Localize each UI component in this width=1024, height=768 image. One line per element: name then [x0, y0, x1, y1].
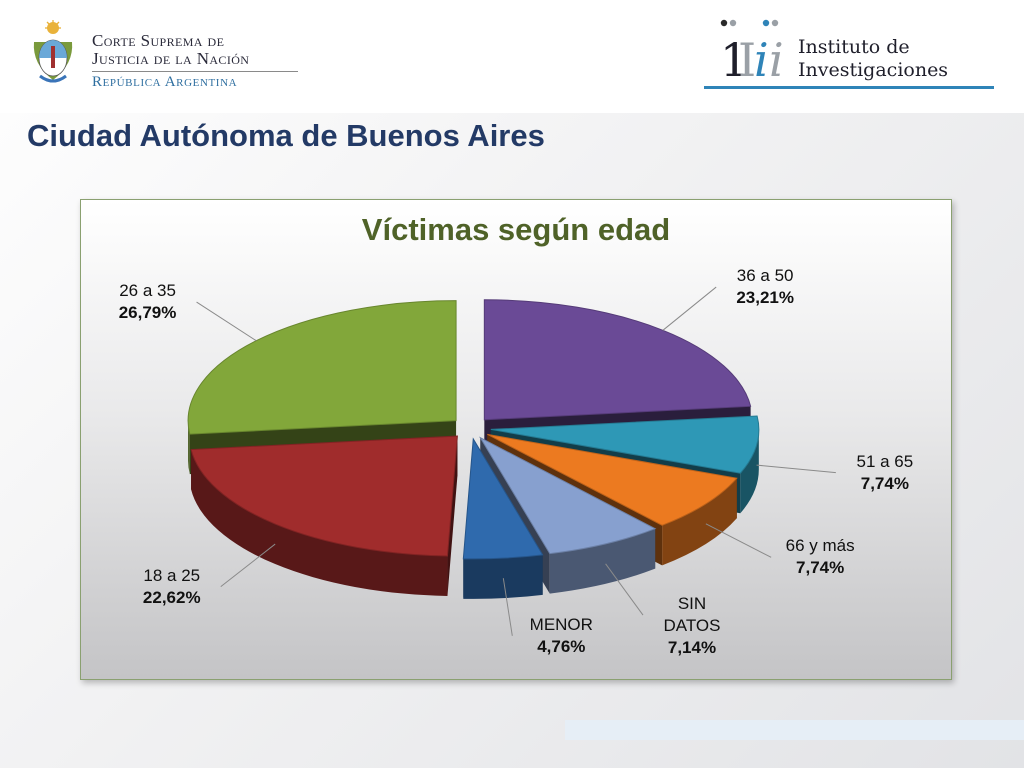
pie-label: MENOR 4,76% [516, 614, 606, 658]
pie-leader-line [605, 563, 644, 616]
pie-label: 36 a 50 23,21% [720, 265, 810, 309]
pie-label-value: 7,74% [796, 558, 845, 578]
pie-label-category: 26 a 35 [119, 281, 176, 301]
court-divider [92, 71, 298, 72]
svg-text:i: i [754, 33, 769, 80]
pie-label: 51 a 65 7,74% [840, 451, 930, 495]
page-title: Ciudad Autónoma de Buenos Aires [27, 118, 545, 153]
pie-label-category: 18 a 25 [143, 565, 201, 585]
chart-panel: Víctimas según edad 36 a 50 23,21% 51 a 65… [80, 199, 952, 680]
institute-name: Instituto de Investigaciones [798, 36, 948, 82]
court-line-2: Justicia de la Nación [92, 49, 250, 68]
pie-leader-line [662, 286, 717, 331]
pie-label-category: MENOR [529, 614, 593, 634]
pie-leader-line [502, 578, 513, 636]
pie-leader-lines [196, 286, 836, 636]
pie-slice [462, 437, 544, 560]
pie-slice [483, 299, 752, 421]
pie-slice [487, 433, 738, 526]
svg-text:I: I [738, 33, 756, 80]
pie-label: 26 a 35 26,79% [103, 280, 193, 324]
pie-label-value: 26,79% [118, 303, 177, 323]
pie-label-value: 23,21% [736, 288, 794, 308]
pie-leader-line [196, 301, 257, 342]
institute-line-1: Instituto de [798, 36, 910, 58]
pie-leader-line [756, 464, 836, 474]
pie-label: SIN DATOS 7,14% [647, 593, 737, 659]
pie-slice [187, 300, 457, 435]
institute-line-2: Investigaciones [798, 59, 949, 81]
pie-label-category: 36 a 50 [736, 266, 794, 286]
pie-label: 66 y más 7,74% [775, 535, 865, 579]
institute-underline [704, 86, 994, 89]
svg-text:1: 1 [720, 33, 749, 80]
chart-title: Víctimas según edad [361, 212, 671, 247]
pie-slice-edge [740, 429, 759, 514]
pie-chart [187, 286, 836, 636]
pie-slice [479, 436, 657, 555]
pie-label-value: 7,14% [667, 638, 717, 658]
pie-slice-edge [549, 528, 656, 594]
pie-slice-edge [191, 449, 448, 596]
pie-label-category: 51 a 65 [856, 451, 914, 471]
pie-label-value: 22,62% [142, 587, 201, 607]
pie-slice [490, 415, 760, 474]
pie-leader-line [705, 523, 772, 558]
pie-label: 18 a 25 22,62% [127, 565, 217, 609]
court-name: Corte Suprema de Justicia de la Nación [92, 32, 249, 68]
pie-label-category: SIN DATOS [663, 594, 721, 636]
pie-label-value: 4,76% [537, 636, 586, 656]
header-bar: Corte Suprema de Justicia de la Nación R… [0, 0, 1024, 113]
pie-leader-line [220, 543, 276, 587]
svg-text:i: i [769, 33, 784, 80]
pie-label-value: 7,74% [860, 473, 909, 493]
court-line-1: Corte Suprema de [92, 31, 225, 50]
footer-decoration [565, 720, 1024, 740]
pie-label-category: 66 y más [785, 536, 855, 556]
pie-slice-edge [463, 554, 543, 599]
court-country: República Argentina [92, 74, 238, 90]
institute-logo-icon: 1 I i i [720, 19, 784, 80]
pie-tops [187, 299, 760, 560]
pie-slice-edge [662, 478, 737, 566]
pie-slice [190, 435, 458, 557]
coat-of-arms-icon [33, 20, 73, 83]
